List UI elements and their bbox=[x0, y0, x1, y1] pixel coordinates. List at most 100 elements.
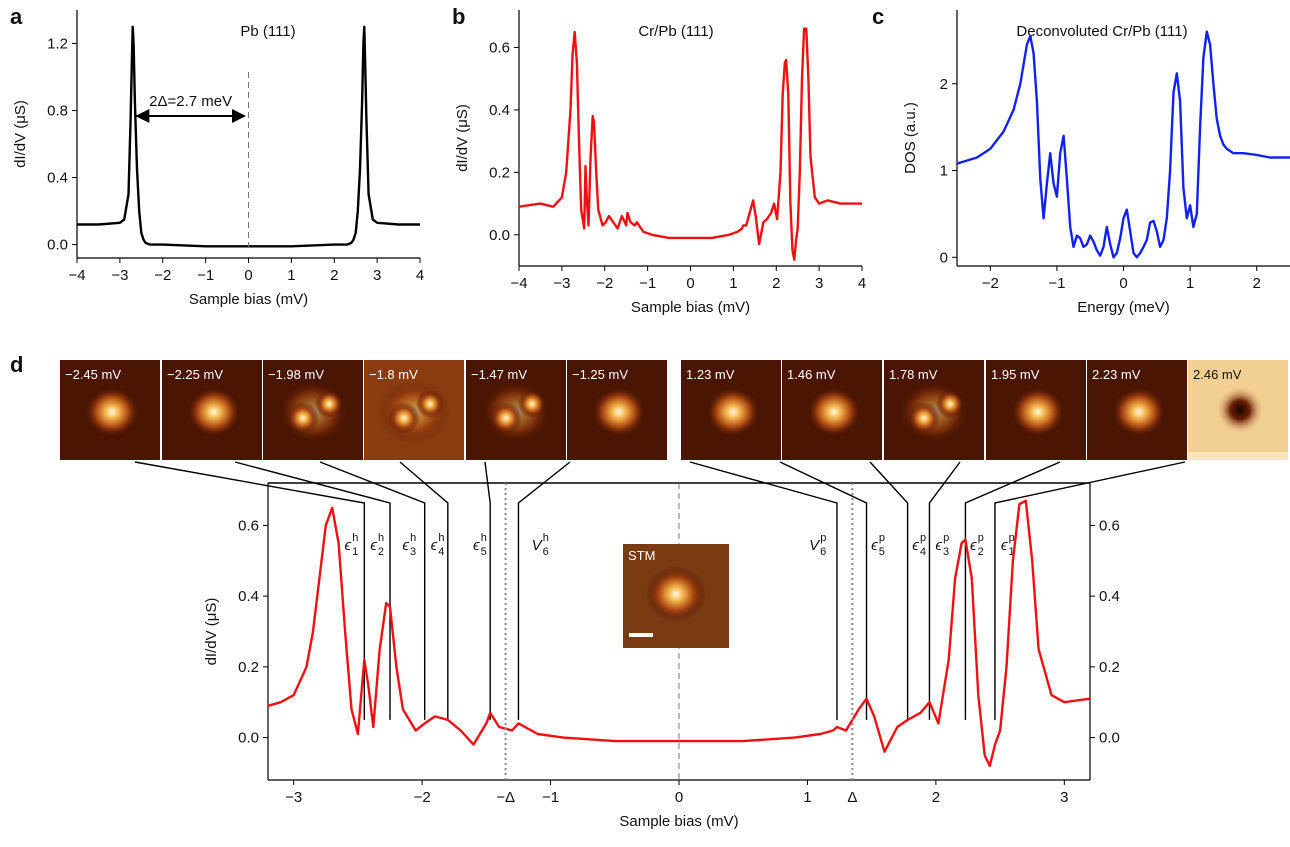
didv-map-feature bbox=[705, 386, 761, 438]
peak-label: ϵ4h bbox=[431, 532, 445, 558]
chart-title-c: Deconvoluted Cr/Pb (111) bbox=[1016, 23, 1187, 40]
didv-map-label: −1.47 mV bbox=[471, 367, 527, 382]
panel-letter-c: c bbox=[872, 4, 884, 29]
x-tick-label-b: 3 bbox=[815, 275, 823, 292]
x-tick-label-a: 1 bbox=[287, 267, 295, 284]
stm-label: STM bbox=[628, 548, 655, 563]
x-tick-label-b: −1 bbox=[639, 275, 656, 292]
series-line-c bbox=[956, 30, 1290, 259]
connector-line bbox=[779, 461, 868, 720]
x-tick-label-a: −4 bbox=[68, 267, 85, 284]
stm-inset: STM bbox=[623, 544, 729, 648]
y-tick-label-c: 0 bbox=[940, 249, 948, 266]
stm-blob bbox=[646, 566, 706, 622]
panel-letter-b: b bbox=[452, 4, 465, 29]
x-tick-label-a: −1 bbox=[197, 267, 214, 284]
didv-map-label: −1.98 mV bbox=[268, 367, 324, 382]
x-tick-label-c: 1 bbox=[1186, 275, 1194, 292]
x-tick-label-b: 1 bbox=[729, 275, 737, 292]
y-tick-label-right-d: 0.2 bbox=[1099, 659, 1120, 676]
connector-line bbox=[399, 461, 449, 720]
didv-map-label: 1.46 mV bbox=[787, 367, 836, 382]
y-tick-label-right-d: 0.0 bbox=[1099, 730, 1120, 747]
peak-label: ϵ3p bbox=[935, 532, 949, 558]
x-tick-label-a: 3 bbox=[373, 267, 381, 284]
stm-scale-bar bbox=[629, 633, 653, 637]
connector-line bbox=[517, 461, 571, 720]
didv-map-label: 2.23 mV bbox=[1092, 367, 1141, 382]
chart-panel-a: −4 −3 −2 −1 0 1 2 3 4 0.0 0.4 0.8 1.2 Sample bias (mV… bbox=[12, 10, 424, 308]
x-axis-title-c: Energy (meV) bbox=[1077, 299, 1170, 316]
connector-line bbox=[319, 461, 426, 720]
connector-line bbox=[994, 461, 1186, 720]
didv-map-feature bbox=[1010, 386, 1066, 438]
y-tick-label-c: 2 bbox=[940, 76, 948, 93]
x-tick-label-b: 0 bbox=[686, 275, 694, 292]
y-tick-label-d: 0.0 bbox=[238, 730, 259, 747]
didv-map-feature bbox=[186, 386, 242, 438]
peak-label: ϵ2p bbox=[970, 532, 984, 558]
didv-map-label: 1.23 mV bbox=[686, 367, 735, 382]
didv-map-feature bbox=[908, 402, 940, 434]
x-axis-title-d: Sample bias (mV) bbox=[619, 813, 738, 830]
y-tick-label-a: 0.8 bbox=[47, 103, 68, 120]
peak-label: ϵ5h bbox=[473, 532, 487, 558]
x-tick-label-d: 0 bbox=[675, 789, 683, 806]
didv-map-feature bbox=[287, 402, 319, 434]
chart-title-b: Cr/Pb (111) bbox=[638, 23, 713, 40]
x-tick-label-b: 2 bbox=[772, 275, 780, 292]
panel-letter-d: d bbox=[10, 352, 23, 377]
x-axis-title-a: Sample bias (mV) bbox=[189, 291, 308, 308]
didv-map-band bbox=[1188, 452, 1288, 460]
didv-map-label: 1.95 mV bbox=[991, 367, 1040, 382]
y-tick-label-right-d: 0.4 bbox=[1099, 588, 1120, 605]
didv-map-feature bbox=[518, 390, 546, 418]
x-tick-label-a: 0 bbox=[244, 267, 252, 284]
peak-label: V6p bbox=[809, 532, 826, 558]
didv-map-label: −1.8 mV bbox=[369, 367, 418, 382]
didv-map-feature bbox=[1216, 386, 1264, 434]
x-tick-label-a: 4 bbox=[416, 267, 424, 284]
y-tick-label-b: 0.4 bbox=[489, 102, 510, 119]
x-tick-label-a: 2 bbox=[330, 267, 338, 284]
peak-label: ϵ3h bbox=[402, 532, 416, 558]
y-tick-label-b: 0.6 bbox=[489, 39, 510, 56]
y-axis-title-d: dI/dV (μS) bbox=[203, 598, 220, 666]
y-tick-label-d: 0.6 bbox=[238, 517, 259, 534]
x-tick-label-b: −3 bbox=[553, 275, 570, 292]
didv-map-feature bbox=[388, 402, 420, 434]
didv-map-label: −2.45 mV bbox=[65, 367, 121, 382]
panel-letter-a: a bbox=[10, 4, 23, 29]
y-tick-label-d: 0.2 bbox=[238, 659, 259, 676]
chart-panel-c: −2 −1 0 1 2 0 1 2 Energy (meV) DOS (a.u.) Deconvol… bbox=[902, 10, 1290, 316]
x-tick-label-a: −3 bbox=[111, 267, 128, 284]
x-axis-title-b: Sample bias (mV) bbox=[631, 299, 750, 316]
y-tick-label-a: 1.2 bbox=[47, 36, 68, 53]
chart-panel-b: −4 −3 −2 −1 0 1 2 3 4 0.0 0.2 0.4 0.6 Sample bias (mV… bbox=[454, 10, 866, 316]
didv-map-feature bbox=[315, 390, 343, 418]
y-axis-title-a: dI/dV (μS) bbox=[12, 100, 29, 168]
delta-label: Δ bbox=[847, 789, 857, 806]
didv-map-label: 1.78 mV bbox=[889, 367, 938, 382]
x-tick-label-d: −3 bbox=[285, 789, 302, 806]
connector-line bbox=[928, 461, 961, 720]
didv-map-feature bbox=[84, 386, 140, 438]
x-tick-label-b: 4 bbox=[858, 275, 866, 292]
series-line-b bbox=[518, 27, 862, 261]
x-tick-label-c: 0 bbox=[1119, 275, 1127, 292]
x-tick-label-d: 2 bbox=[932, 789, 940, 806]
y-tick-label-a: 0.4 bbox=[47, 170, 68, 187]
y-axis-title-b: dI/dV (μS) bbox=[454, 104, 471, 172]
didv-map-feature bbox=[490, 402, 522, 434]
x-tick-label-a: −2 bbox=[154, 267, 171, 284]
gap-annotation: 2Δ=2.7 meV bbox=[149, 93, 232, 110]
y-tick-label-b: 0.2 bbox=[489, 164, 510, 181]
y-tick-label-d: 0.4 bbox=[238, 588, 259, 605]
connector-line bbox=[484, 461, 491, 720]
y-axis-title-c: DOS (a.u.) bbox=[902, 102, 919, 174]
connector-line bbox=[234, 461, 391, 720]
x-tick-label-c: 2 bbox=[1253, 275, 1261, 292]
y-tick-label-a: 0.0 bbox=[47, 237, 68, 254]
x-tick-label-d: −2 bbox=[414, 789, 431, 806]
